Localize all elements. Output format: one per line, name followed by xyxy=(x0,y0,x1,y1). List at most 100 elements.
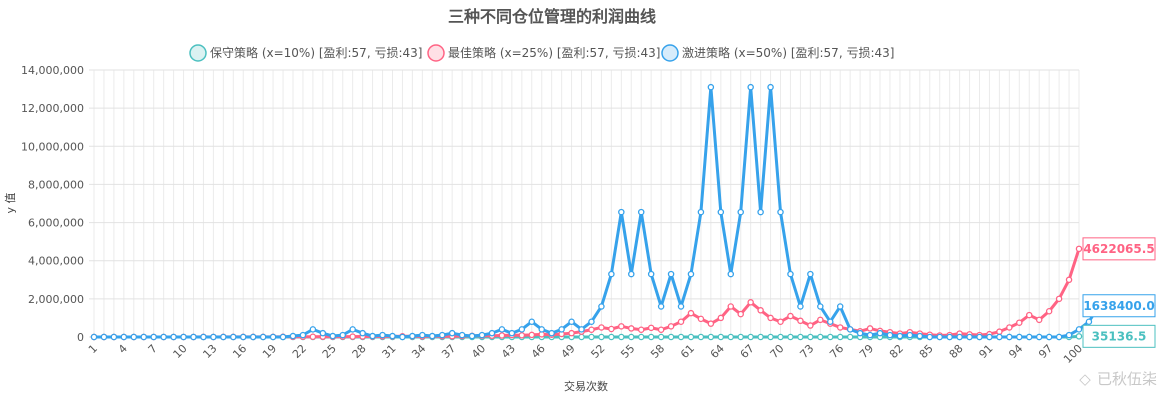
x-tick-label: 70 xyxy=(768,342,787,361)
data-point xyxy=(1006,324,1013,331)
y-axis-label: y 值 xyxy=(4,192,17,213)
data-point xyxy=(618,208,625,216)
x-tick-label: 79 xyxy=(857,342,876,361)
data-point xyxy=(130,333,138,341)
data-point xyxy=(369,332,376,340)
legend-item[interactable]: 保守策略 (x=10%) [盈利:57, 亏损:43] xyxy=(189,44,422,62)
x-tick-label: 7 xyxy=(146,342,160,356)
data-point xyxy=(697,315,705,323)
x-tick-label: 67 xyxy=(738,342,757,361)
data-point xyxy=(588,326,595,334)
data-point xyxy=(886,331,894,339)
y-axis-ticks: 0 2,000,000 4,000,000 6,000,000 8,000,000 10,… xyxy=(21,64,84,344)
end-label-text: 4622065.5 xyxy=(1083,242,1154,256)
data-point xyxy=(528,331,536,339)
data-point xyxy=(618,333,625,341)
data-point xyxy=(797,303,804,310)
data-point xyxy=(797,317,804,325)
legend-marker-icon xyxy=(661,44,679,62)
end-value-label: 1638400.0 xyxy=(1082,294,1156,318)
x-tick-label: 61 xyxy=(678,342,697,361)
grid xyxy=(89,69,1080,338)
end-label-text: 35136.5 xyxy=(1092,329,1147,343)
data-point xyxy=(787,312,794,320)
data-point xyxy=(578,326,585,333)
data-point xyxy=(807,322,814,329)
data-point xyxy=(588,318,595,325)
data-point xyxy=(687,309,695,317)
data-point xyxy=(707,320,715,327)
data-point xyxy=(598,324,605,331)
y-tick-label: 6,000,000 xyxy=(28,217,84,230)
y-tick-label: 14,000,000 xyxy=(21,64,84,77)
watermark-text: 已秋伍柒 xyxy=(1097,370,1157,388)
data-point xyxy=(717,314,725,322)
data-point xyxy=(578,333,585,341)
data-point xyxy=(180,333,187,341)
data-point xyxy=(339,331,346,339)
data-point xyxy=(608,333,615,341)
series-layer xyxy=(90,83,1103,341)
y-tick-label: 8,000,000 xyxy=(28,178,84,191)
watermark: ◇ 已秋伍柒 xyxy=(1079,370,1157,388)
data-point xyxy=(498,326,506,333)
data-point xyxy=(249,333,257,341)
data-point xyxy=(438,331,446,339)
data-point xyxy=(478,331,486,339)
x-tick-label: 43 xyxy=(499,342,518,361)
data-point xyxy=(1035,316,1043,324)
data-point xyxy=(200,333,207,341)
data-point xyxy=(777,208,784,216)
data-point xyxy=(906,331,914,339)
x-tick-label: 13 xyxy=(200,342,219,361)
data-point xyxy=(1055,333,1063,341)
data-point xyxy=(647,270,655,278)
data-point xyxy=(289,332,297,340)
legend-item[interactable]: 激进策略 (x=50%) [盈利:57, 亏损:43] xyxy=(661,44,894,62)
data-point xyxy=(1026,333,1033,341)
legend-item[interactable]: 最佳策略 (x=25%) [盈利:57, 亏损:43] xyxy=(427,44,660,62)
data-point xyxy=(568,318,575,325)
data-point xyxy=(647,324,655,332)
data-point xyxy=(528,318,536,325)
legend-label: 保守策略 (x=10%) [盈利:57, 亏损:43] xyxy=(210,45,422,60)
x-tick-label: 4 xyxy=(116,342,130,356)
data-point xyxy=(608,325,615,333)
end-value-label: 35136.5 xyxy=(1082,324,1156,348)
x-tick-label: 10 xyxy=(171,342,190,361)
x-axis-label: 交易次数 xyxy=(564,379,608,393)
data-point xyxy=(836,303,844,310)
data-point xyxy=(548,329,555,337)
data-point xyxy=(677,303,685,310)
data-point xyxy=(210,333,217,341)
data-point xyxy=(866,331,874,339)
data-point xyxy=(807,270,814,278)
end-label-box xyxy=(1082,294,1156,318)
data-point xyxy=(1045,333,1053,341)
data-point xyxy=(817,303,824,310)
data-point xyxy=(807,333,814,341)
data-point xyxy=(787,270,794,278)
data-point xyxy=(916,332,924,340)
data-point xyxy=(657,333,665,341)
series-3 xyxy=(90,83,1103,341)
x-tick-label: 46 xyxy=(529,342,548,361)
x-tick-label: 37 xyxy=(439,342,458,361)
data-point xyxy=(230,333,237,341)
data-point xyxy=(707,83,715,91)
x-tick-label: 76 xyxy=(827,342,846,361)
data-point xyxy=(966,333,973,341)
data-point xyxy=(767,314,774,322)
data-point xyxy=(727,270,735,278)
legend-label: 激进策略 (x=50%) [盈利:57, 亏损:43] xyxy=(682,45,894,60)
data-point xyxy=(777,318,784,325)
data-point xyxy=(329,332,337,340)
data-point xyxy=(687,270,695,278)
data-point xyxy=(518,326,526,333)
data-point xyxy=(717,208,725,216)
watermark-icon: ◇ xyxy=(1079,370,1091,388)
data-point xyxy=(767,83,774,91)
data-point xyxy=(239,333,247,341)
data-point xyxy=(657,326,665,334)
